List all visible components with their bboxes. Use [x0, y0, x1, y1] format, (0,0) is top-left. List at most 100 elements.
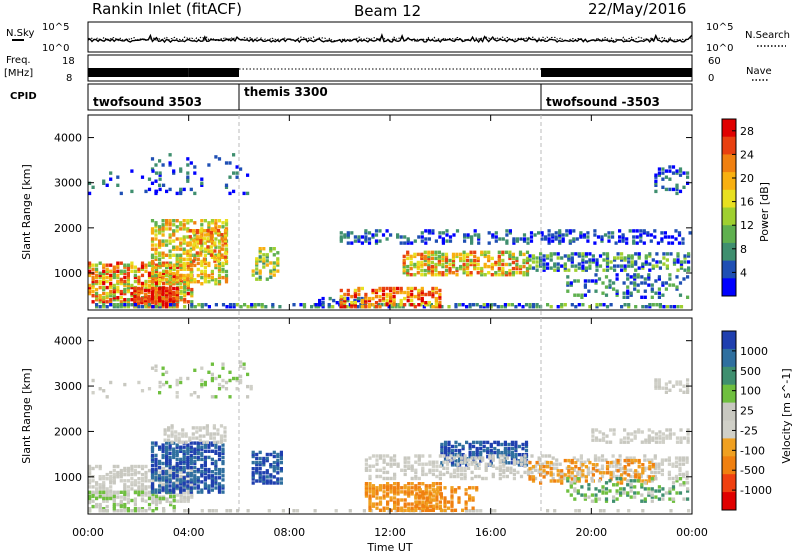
echo-cell — [217, 245, 222, 249]
echo-cell — [196, 280, 200, 284]
echo-cell — [179, 495, 183, 499]
echo-cell — [161, 275, 165, 280]
echo-cell — [480, 268, 484, 273]
echo-cell — [154, 290, 158, 295]
echo-cell — [424, 490, 428, 494]
echo-cell — [620, 256, 624, 260]
echo-cell — [556, 305, 560, 309]
echo-cell — [217, 453, 222, 458]
echo-cell — [112, 271, 116, 275]
echo-cell — [271, 305, 275, 309]
echo-cell — [375, 468, 379, 472]
echo-cell — [272, 467, 276, 471]
echo-cell — [123, 303, 127, 307]
echo-cell — [473, 229, 477, 233]
echo-cell — [162, 281, 166, 286]
echo-cell — [494, 239, 498, 243]
echo-cell — [368, 482, 372, 486]
echo-cell — [459, 256, 463, 261]
echo-cell — [98, 507, 102, 511]
echo-cell — [186, 451, 190, 455]
echo-cell — [671, 187, 676, 192]
echo-cell — [367, 231, 372, 235]
echo-cell — [382, 454, 386, 458]
echo-cell — [193, 459, 197, 464]
echo-cell — [503, 303, 507, 307]
echo-cell — [95, 496, 99, 501]
echo-cell — [207, 223, 211, 227]
echo-cell — [653, 456, 657, 460]
echo-cell — [530, 454, 534, 458]
echo-cell — [175, 486, 179, 490]
echo-cell — [207, 370, 211, 374]
echo-cell — [228, 370, 232, 374]
echo-cell — [392, 290, 396, 295]
echo-cell — [175, 457, 179, 462]
echo-cell — [112, 267, 116, 271]
y-tick-label: 1000 — [54, 267, 82, 280]
echo-cell — [434, 262, 438, 267]
echo-cell — [144, 279, 148, 284]
echo-cell — [661, 171, 665, 175]
echo-cell — [133, 490, 137, 494]
echo-cell — [112, 303, 116, 307]
echo-cell — [448, 262, 452, 267]
echo-cell — [410, 241, 414, 245]
echo-cell — [203, 467, 207, 472]
echo-cell — [389, 508, 393, 512]
echo-cell — [524, 442, 529, 447]
echo-cell — [685, 470, 689, 475]
echo-cell — [172, 441, 176, 445]
echo-cell — [199, 231, 203, 235]
echo-cell — [497, 273, 501, 277]
echo-cell — [179, 275, 183, 280]
beam-title: Beam 12 — [354, 2, 421, 20]
echo-cell — [626, 479, 630, 483]
echo-cell — [195, 426, 199, 430]
echo-cell — [186, 445, 190, 449]
echo-cell — [640, 440, 644, 444]
echo-cell — [255, 261, 259, 265]
echo-cell — [150, 255, 155, 259]
echo-cell — [177, 436, 181, 440]
echo-cell — [98, 281, 102, 286]
echo-cell — [343, 298, 347, 303]
echo-cell — [186, 263, 190, 267]
echo-cell — [455, 252, 459, 257]
echo-cell — [463, 466, 467, 470]
echo-cell — [150, 273, 155, 278]
echo-cell — [672, 432, 676, 436]
echo-cell — [612, 495, 616, 499]
echo-cell — [126, 279, 130, 284]
echo-cell — [154, 298, 158, 303]
echo-cell — [169, 500, 173, 505]
echo-cell — [168, 488, 172, 492]
echo-cell — [98, 305, 102, 309]
echo-cell — [269, 479, 273, 483]
echo-cell — [179, 461, 183, 466]
echo-cell — [430, 264, 434, 269]
echo-cell — [217, 280, 222, 284]
echo-cell — [498, 476, 502, 481]
echo-cell — [119, 303, 123, 307]
echo-cell — [356, 296, 360, 301]
echo-cell — [182, 225, 186, 229]
echo-cell — [150, 263, 155, 268]
echo-cell — [528, 460, 532, 465]
echo-cell — [435, 474, 439, 479]
echo-cell — [158, 292, 162, 297]
echo-cell — [137, 275, 141, 280]
echo-cell — [443, 446, 448, 451]
echo-cell — [544, 235, 548, 239]
velocity-colorbar-step — [722, 384, 736, 404]
echo-cell — [639, 235, 643, 239]
echo-cell — [428, 484, 432, 488]
echo-cell — [565, 233, 569, 237]
echo-cell — [534, 476, 538, 481]
echo-cell — [95, 303, 99, 307]
echo-cell — [130, 509, 134, 513]
echo-cell — [251, 269, 255, 273]
echo-cell — [386, 454, 390, 458]
echo-cell — [392, 296, 396, 301]
echo-cell — [269, 481, 273, 485]
